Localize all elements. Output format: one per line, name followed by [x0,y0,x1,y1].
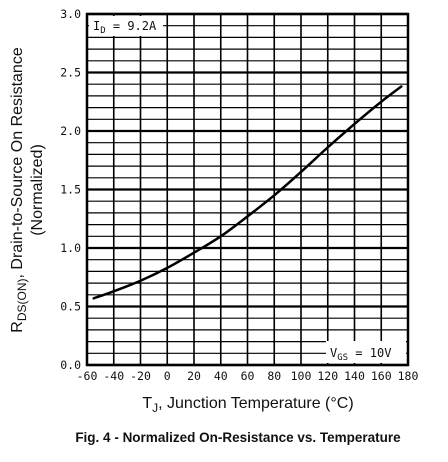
vgs-annotation-main: V [330,346,337,360]
y-tick-label: 3.0 [60,7,81,21]
x-tick-label: -40 [103,369,124,383]
y-tick-label: 2.5 [60,66,81,80]
y-tick-label: 1.5 [60,183,81,197]
x-tick-labels: -60 -40 -20 0 20 40 60 80 100 120 140 160 180 [77,369,419,383]
y-tick-label: 0.5 [60,300,81,314]
y-axis-title-sub: DS(ON) [15,278,29,321]
x-tick-label: 100 [291,369,312,383]
x-tick-label: 60 [241,369,255,383]
vgs-annotation: VGS = 10V [330,346,391,363]
vgs-annotation-sub: GS [337,353,348,363]
x-axis-title-main: T [142,395,152,412]
y-tick-labels: 0.0 0.5 1.0 1.5 2.0 2.5 3.0 [60,7,81,372]
id-annotation-box [89,16,163,36]
x-axis-title-rest: , Junction Temperature (°C) [158,395,354,412]
vgs-annotation-rest: = 10V [348,346,391,360]
y-axis-title-line1: RDS(ON), Drain-to-Source On Resistance [9,47,29,333]
y-tick-label: 0.0 [60,358,81,372]
id-annotation-sub: D [100,26,105,36]
x-tick-label: 80 [267,369,281,383]
y-tick-label: 2.0 [60,124,81,138]
x-tick-label: -20 [130,369,151,383]
x-tick-label: 180 [398,369,419,383]
grid-layer [86,12,409,367]
id-annotation-main: I [93,19,100,33]
vgs-annotation-box [326,341,406,363]
x-tick-label: 160 [371,369,392,383]
plot-frame [85,12,410,367]
id-annotation-rest: = 9.2A [106,19,157,33]
y-axis-title: RDS(ON), Drain-to-Source On Resistance (… [9,47,46,333]
x-tick-label: 40 [214,369,228,383]
x-axis-title: TJ, Junction Temperature (°C) [142,395,353,415]
series-line [92,85,403,300]
figure-caption: Fig. 4 - Normalized On-Resistance vs. Te… [75,430,401,445]
x-tick-label: 0 [164,369,171,383]
y-axis-title-main: R [9,321,26,333]
x-tick-label: -60 [77,369,98,383]
x-axis-title-sub: J [152,401,158,415]
x-tick-label: 120 [317,369,338,383]
id-annotation: ID = 9.2A [93,19,157,36]
y-tick-label: 1.0 [60,241,81,255]
x-tick-label: 20 [187,369,201,383]
y-axis-title-line2: (Normalized) [29,144,46,236]
x-tick-label: 140 [344,369,365,383]
y-axis-title-rest: , Drain-to-Source On Resistance [9,47,26,278]
